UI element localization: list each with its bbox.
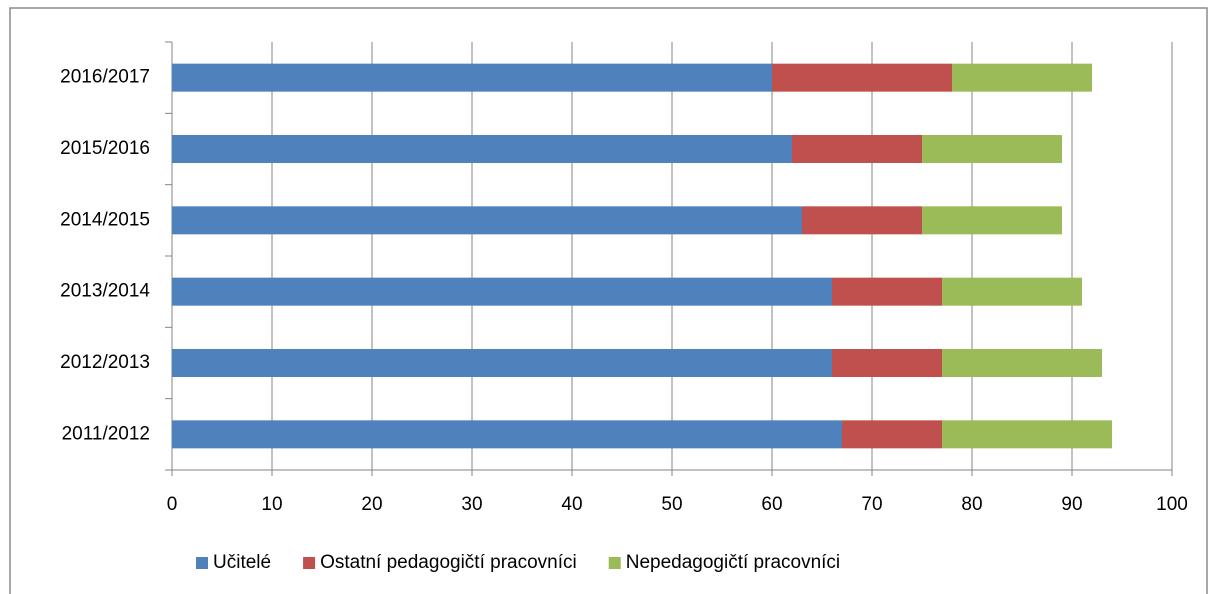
bar-segment	[922, 135, 1062, 163]
legend-label: Učitelé	[213, 552, 271, 573]
bar-segment	[942, 277, 1082, 306]
legend-swatch	[303, 557, 316, 569]
legend-swatch	[196, 557, 208, 569]
bar-segment	[172, 349, 832, 377]
legend-label: Nepedagogičtí pracovníci	[626, 552, 840, 573]
x-tick-label: 10	[261, 494, 282, 515]
bar-segment	[172, 277, 832, 306]
legend-label: Ostatní pedagogičtí pracovníci	[320, 552, 577, 573]
y-tick-label: 2015/2016	[60, 138, 150, 159]
x-tick-label: 80	[961, 494, 982, 515]
bar-segment	[842, 420, 942, 449]
legend-swatch	[608, 557, 621, 569]
x-tick-label: 60	[761, 494, 782, 515]
bar-segment	[832, 277, 942, 306]
bar-segment	[952, 63, 1092, 92]
bar-segment	[172, 420, 842, 449]
y-tick-label: 2016/2017	[60, 67, 150, 88]
bar-segment	[172, 206, 802, 235]
y-tick-label: 2012/2013	[60, 352, 150, 373]
y-tick-label: 2014/2015	[60, 209, 150, 230]
x-tick-label: 40	[561, 494, 582, 515]
y-tick-label: 2013/2014	[60, 281, 150, 302]
bar-segment	[832, 349, 942, 377]
x-tick-label: 100	[1156, 494, 1188, 515]
bar-segment	[172, 63, 772, 92]
x-tick-label: 70	[861, 494, 882, 515]
x-tick-label: 50	[661, 494, 682, 515]
bar-segment	[772, 63, 952, 92]
bar-segment	[922, 206, 1062, 235]
x-tick-label: 30	[461, 494, 482, 515]
bar-segment	[942, 420, 1112, 449]
x-tick-label: 20	[361, 494, 382, 515]
bar-segment	[942, 349, 1102, 377]
bar-segment	[792, 135, 922, 163]
bar-segment	[802, 206, 922, 235]
y-tick-label: 2011/2012	[62, 423, 150, 444]
x-tick-label: 0	[167, 494, 178, 515]
bar-segment	[172, 135, 792, 163]
chart-border	[9, 7, 1208, 594]
x-tick-label: 90	[1061, 494, 1082, 515]
